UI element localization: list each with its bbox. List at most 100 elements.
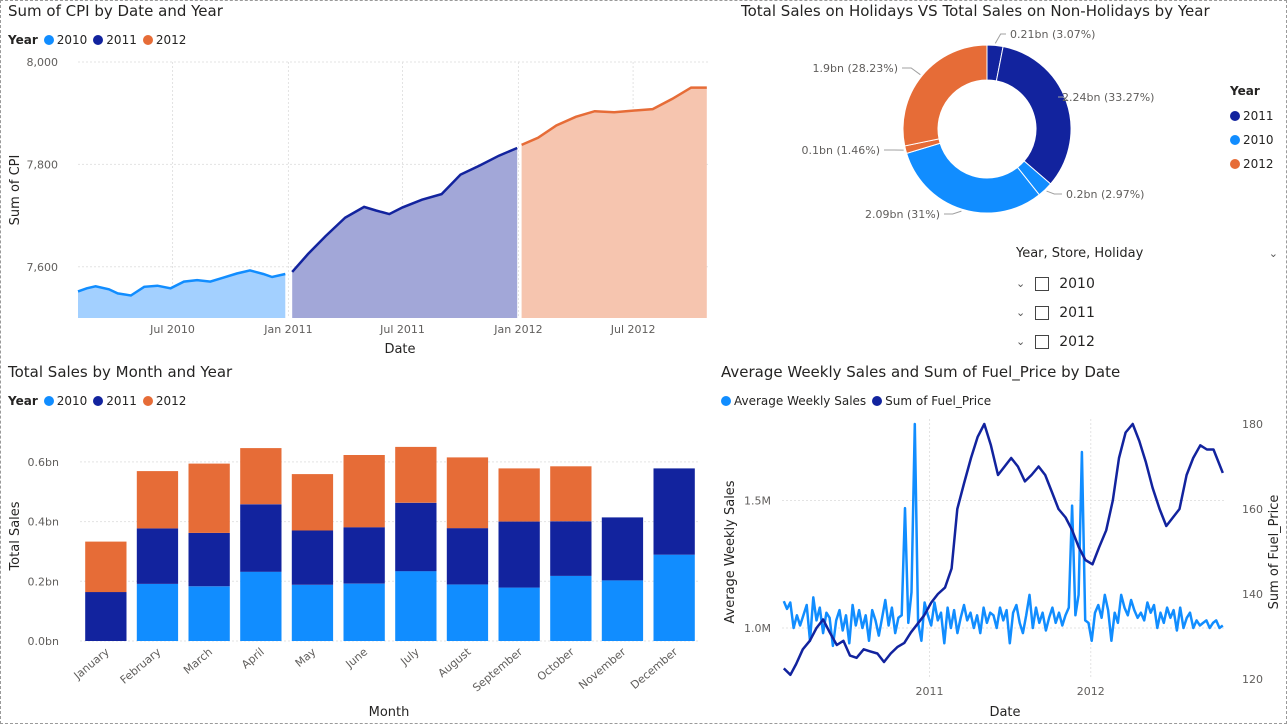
donut-leader-line <box>1058 96 1069 102</box>
legend-dot-icon <box>142 396 153 406</box>
bar-legend: Year 2010 2011 2012 <box>8 394 192 408</box>
donut-legend-item[interactable]: 2010 <box>1230 128 1274 152</box>
series-line-average-weekly-sales <box>782 422 1224 648</box>
cpi-legend-item-2011[interactable]: 2011 <box>93 33 137 47</box>
legend-dot-icon <box>93 35 104 45</box>
donut-legend-item[interactable]: 2012 <box>1230 152 1274 176</box>
chevron-down-icon[interactable]: ⌄ <box>1268 247 1278 260</box>
bar-segment-2011 <box>653 468 695 555</box>
bar-segment-2011 <box>136 528 179 584</box>
donut-chart-title: Total Sales on Holidays VS Total Sales o… <box>741 2 1210 20</box>
bar-legend-title: Year <box>8 394 38 408</box>
bar-segment-2011 <box>85 592 127 641</box>
legend-dot-icon <box>43 396 54 406</box>
donut-leader-line <box>994 33 1006 44</box>
bar-segment-2011 <box>188 532 230 587</box>
y-tick-label: 0.4bn <box>28 516 59 529</box>
bar-segment-2010 <box>291 584 334 641</box>
bar-segment-2010 <box>601 580 644 641</box>
bar-segment-2012 <box>395 446 437 503</box>
bar-legend-item-2011[interactable]: 2011 <box>93 394 137 408</box>
checkbox[interactable] <box>1035 305 1050 320</box>
donut-legend: Year 2011 2010 2012 <box>1230 84 1274 176</box>
donut-leader-line <box>902 67 921 76</box>
donut-data-label: 2.09bn (31%) <box>865 208 940 221</box>
y-axis-label: Sum of CPI <box>8 155 23 226</box>
checkbox[interactable] <box>1035 334 1050 349</box>
bar-segment-2011 <box>395 502 437 572</box>
donut-data-label: 0.1bn (1.46%) <box>802 144 880 157</box>
legend-dot-icon <box>721 396 731 406</box>
donut-slice <box>995 45 1072 185</box>
y2-tick-label: 140 <box>1242 588 1263 601</box>
area-2010 <box>78 270 286 318</box>
cpi-legend-item-2010[interactable]: 2010 <box>43 33 87 47</box>
bar-segment-2011 <box>291 530 334 585</box>
donut-data-label: 1.9bn (28.23%) <box>813 62 898 75</box>
cpi-legend: Year 2010 2011 2012 <box>8 33 192 47</box>
combo-legend-item-fuel[interactable]: Sum of Fuel_Price <box>872 394 991 408</box>
x-tick-label: Jul 2011 <box>379 323 425 336</box>
y-axis-label: Total Sales <box>8 501 23 571</box>
bar-segment-2012 <box>85 541 127 593</box>
bar-segment-2012 <box>550 466 592 522</box>
x-axis-label: Date <box>384 342 415 357</box>
holiday-donut-chart: 0.21bn (3.07%) 2.24bn (33.27%) 0.2bn (2.97… <box>802 28 1155 221</box>
y-axis-label: Average Weekly Sales <box>723 480 738 623</box>
y2-tick-label: 120 <box>1242 673 1263 686</box>
series-line-fuel-price <box>782 422 1224 677</box>
bar-segment-2011 <box>240 504 282 572</box>
slicer-item-2012[interactable]: ⌄ 2012 <box>1016 333 1095 350</box>
bar-segment-2011 <box>550 521 592 576</box>
legend-dot-icon <box>1230 135 1240 145</box>
y2-axis-label: Sum of Fuel_Price <box>1267 495 1282 610</box>
donut-legend-title: Year <box>1230 84 1260 98</box>
slicer-item-2010[interactable]: ⌄ 2010 <box>1016 275 1095 292</box>
x-tick-label: Jan 2011 <box>263 323 312 336</box>
bar-segment-2011 <box>498 521 540 588</box>
chevron-down-icon[interactable]: ⌄ <box>1016 306 1026 319</box>
x-tick-label: 2012 <box>1077 685 1105 698</box>
cpi-legend-item-2012[interactable]: 2012 <box>142 33 186 47</box>
bar-segment-2010 <box>343 583 385 641</box>
donut-data-label: 2.24bn (33.27%) <box>1062 91 1154 104</box>
slicer-item-2011[interactable]: ⌄ 2011 <box>1016 304 1095 321</box>
chevron-down-icon[interactable]: ⌄ <box>1016 335 1026 348</box>
donut-data-label: 0.2bn (2.97%) <box>1066 188 1144 201</box>
chevron-down-icon[interactable]: ⌄ <box>1016 277 1026 290</box>
y-tick-label: 0.2bn <box>28 575 59 588</box>
series-line-2010 <box>77 269 286 297</box>
bar-segment-2010 <box>446 584 489 641</box>
bar-segment-2010 <box>395 571 437 641</box>
combo-chart-title: Average Weekly Sales and Sum of Fuel_Pri… <box>721 363 1121 381</box>
donut-legend-item[interactable]: 2011 <box>1230 104 1274 128</box>
legend-dot-icon <box>142 35 153 45</box>
x-axis-label: Date <box>989 705 1020 720</box>
bar-segment-2012 <box>136 471 179 529</box>
year-store-holiday-slicer: Year, Store, Holiday ⌄ ⌄ 2010 ⌄ 2011 ⌄ 2012 <box>1016 246 1278 356</box>
bar-segment-2012 <box>446 457 489 529</box>
bar-legend-item-2010[interactable]: 2010 <box>43 394 87 408</box>
bar-segment-2012 <box>343 455 385 528</box>
donut-data-label: 0.21bn (3.07%) <box>1010 28 1095 41</box>
checkbox[interactable] <box>1035 276 1050 291</box>
slicer-title: Year, Store, Holiday <box>1016 246 1144 261</box>
bar-segment-2011 <box>343 527 385 584</box>
donut-slice <box>905 142 1040 214</box>
series-line-2012 <box>521 86 707 147</box>
bar-legend-item-2012[interactable]: 2012 <box>142 394 186 408</box>
combo-legend-item-sales[interactable]: Average Weekly Sales <box>721 394 866 408</box>
y-tick-label: 7,600 <box>27 261 59 274</box>
area-2011 <box>292 148 518 318</box>
bar-segment-2010 <box>653 554 695 641</box>
bar-chart-title: Total Sales by Month and Year <box>8 363 233 381</box>
bar-segment-2012 <box>498 468 540 522</box>
legend-dot-icon <box>1230 111 1240 121</box>
donut-leader-line <box>944 210 962 215</box>
series-line-2011 <box>291 146 518 273</box>
y-tick-label: 0.0bn <box>28 635 59 648</box>
legend-dot-icon <box>1230 159 1240 169</box>
x-tick-label: Jul 2012 <box>610 323 656 336</box>
